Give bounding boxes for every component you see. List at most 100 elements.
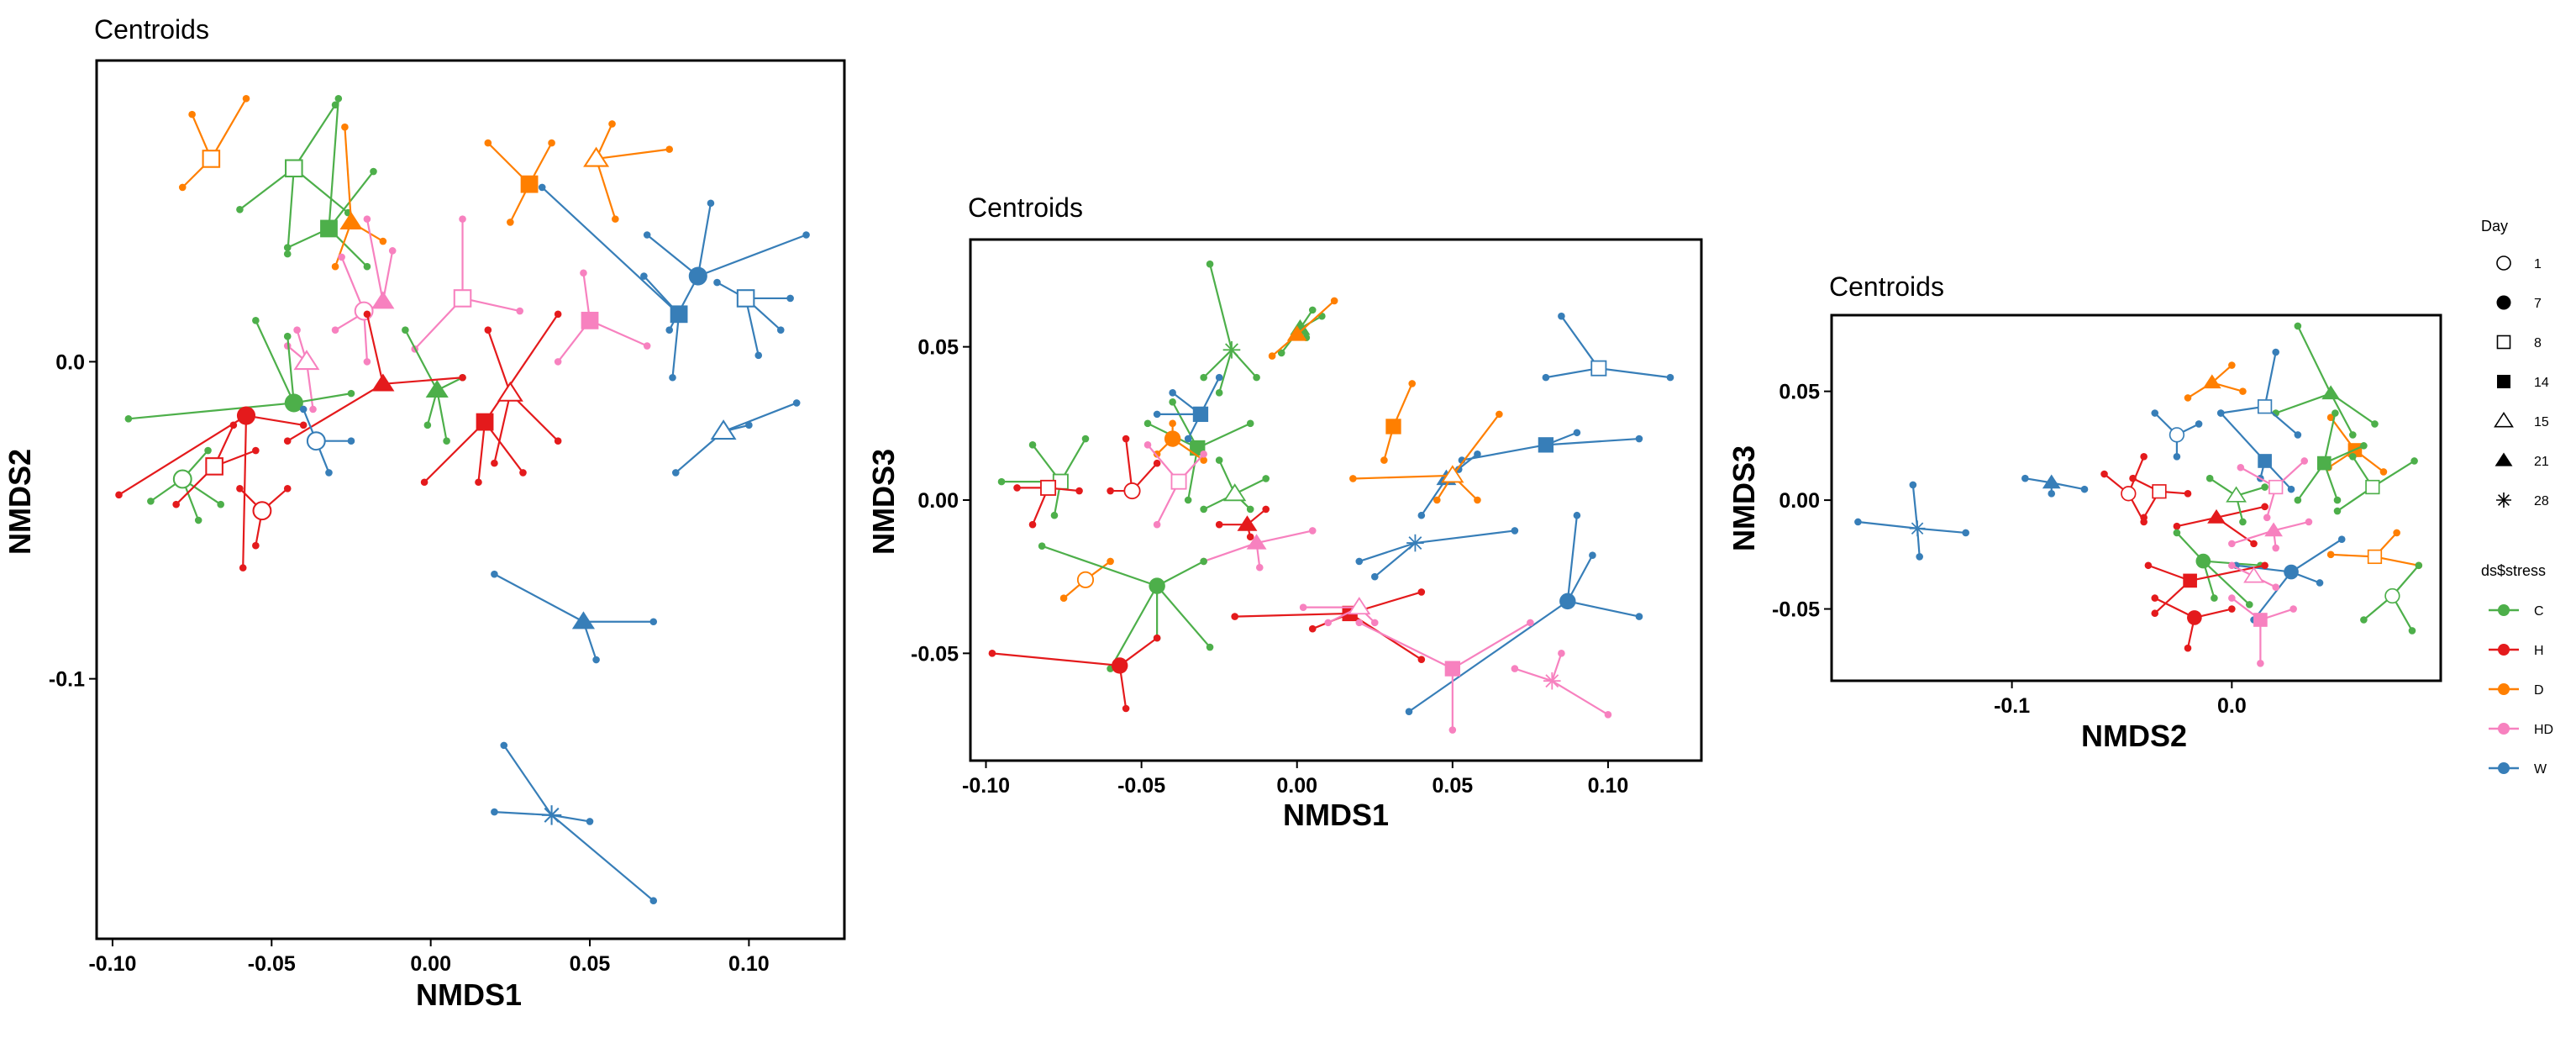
marker-shape <box>2498 494 2510 506</box>
centroid-marker <box>1538 437 1554 453</box>
sample-point <box>1666 373 1674 382</box>
panel-2-y-ticks: 0.05 0.00 -0.05 <box>911 336 970 666</box>
spider-segment <box>292 104 336 169</box>
x-tick-label: 0.10 <box>728 952 770 976</box>
spider-segment <box>493 392 512 464</box>
sample-point <box>1169 398 1176 406</box>
group-W-day-14 <box>1458 429 1643 464</box>
spider-segment <box>2221 405 2265 414</box>
sample-point <box>1909 481 1917 489</box>
marker-shape <box>1076 571 1095 588</box>
marker-shape <box>1123 482 1141 500</box>
group-HD-day-8 <box>2237 457 2309 522</box>
sample-point <box>1324 619 1333 627</box>
sample-point <box>554 358 562 366</box>
group-D-day-21 <box>2184 361 2247 402</box>
group-W-day-8 <box>1542 312 1674 382</box>
spider-segment <box>486 329 512 394</box>
sample-point <box>283 244 292 251</box>
sample-point <box>239 564 247 572</box>
spider-segment <box>1567 600 1640 618</box>
panel-2-x-axis-label: NMDS1 <box>1283 798 1389 832</box>
marker-shape <box>2042 474 2061 489</box>
marker-shape <box>1559 593 1576 610</box>
sample-point <box>338 253 345 261</box>
sample-point <box>283 484 292 493</box>
marker-shape <box>2264 522 2283 537</box>
sample-point <box>671 469 680 477</box>
group-C-day-7 <box>1038 542 1214 672</box>
group-W-day-14 <box>538 183 688 382</box>
marker-shape <box>544 807 560 823</box>
sample-point <box>507 219 514 226</box>
group-H-day-14 <box>420 310 562 487</box>
sample-point <box>612 215 619 223</box>
centroid-marker <box>1444 661 1460 677</box>
marker-shape <box>2384 587 2400 604</box>
sample-point <box>363 358 371 366</box>
spider-segment <box>1109 585 1159 670</box>
marker-shape <box>339 212 363 230</box>
sample-point <box>2144 561 2153 570</box>
sample-point <box>1511 665 1519 672</box>
x-tick-label: -0.05 <box>248 952 296 976</box>
group-C-day-1 <box>147 446 225 524</box>
centroid-marker <box>1149 577 1165 594</box>
group-H-day-1 <box>1107 435 1161 500</box>
marker-shape <box>2496 334 2511 350</box>
centroid-marker <box>1590 360 1607 377</box>
legend-day-label: 7 <box>2534 297 2542 311</box>
sample-point <box>1268 352 1276 360</box>
marker-shape <box>476 413 494 431</box>
centroid-marker <box>2042 474 2061 489</box>
spider-segment <box>1296 300 1335 335</box>
sample-point <box>988 650 996 657</box>
spider-segment <box>744 298 760 356</box>
sample-point <box>2360 616 2368 624</box>
sample-point <box>2151 609 2159 618</box>
sample-point <box>2237 463 2245 471</box>
sample-point <box>1308 527 1317 535</box>
sample-point <box>309 405 317 414</box>
sample-point <box>2289 605 2297 613</box>
sample-point <box>242 94 250 103</box>
marker-shape <box>306 431 326 451</box>
spider-segment <box>2296 325 2332 394</box>
sample-point <box>1355 619 1364 627</box>
sample-point <box>586 818 594 825</box>
x-tick-label: 0.05 <box>1432 774 1473 798</box>
marker-shape <box>710 419 737 440</box>
marker-shape <box>1246 534 1267 550</box>
centroid-marker <box>425 379 449 398</box>
sample-point <box>370 167 377 176</box>
spider-segment <box>1234 612 1350 618</box>
group-W-day-28 <box>1854 481 1969 561</box>
legend-stress-item: C <box>2489 604 2544 619</box>
centroid-marker <box>541 805 562 825</box>
centroid-marker <box>285 159 303 178</box>
sample-point <box>347 389 355 398</box>
sample-point <box>252 541 260 550</box>
spider-segment <box>245 414 304 426</box>
marker-shape <box>2367 549 2383 565</box>
marker-shape <box>688 266 707 286</box>
centroid-marker <box>2187 610 2202 625</box>
marker-shape <box>520 175 539 193</box>
spider-segment <box>2220 412 2266 462</box>
sample-point <box>2379 468 2388 476</box>
y-tick-label: -0.1 <box>49 668 85 692</box>
spider-segment <box>118 414 247 496</box>
sample-point <box>2261 561 2268 570</box>
sample-point <box>1635 435 1643 443</box>
sample-point <box>776 326 785 334</box>
sample-point <box>802 231 810 239</box>
spider-segment <box>1551 653 1563 682</box>
marker-shape <box>1149 577 1165 594</box>
centroid-marker <box>1123 482 1141 500</box>
sample-point <box>1253 373 1260 382</box>
sample-point <box>1573 511 1581 519</box>
centroid-marker <box>1170 473 1187 490</box>
sample-point <box>484 139 492 147</box>
marker-shape <box>1223 483 1247 502</box>
sample-point <box>252 317 260 324</box>
